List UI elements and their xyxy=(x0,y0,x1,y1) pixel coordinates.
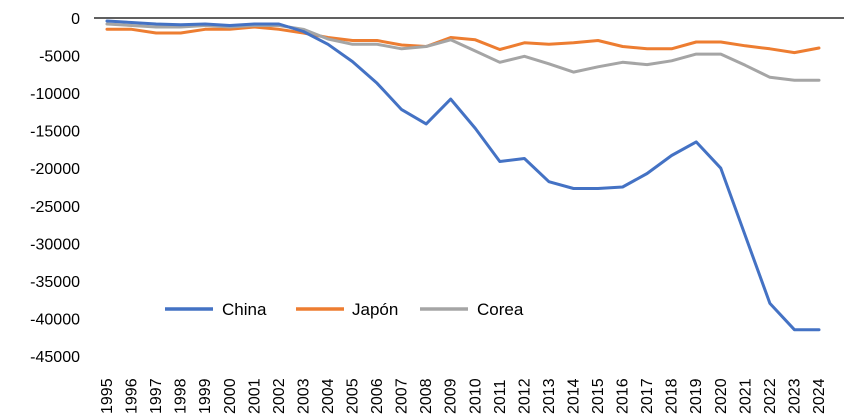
x-tick-label: 2011 xyxy=(492,379,509,414)
x-tick-label: 2005 xyxy=(345,378,362,414)
x-tick-label: 2014 xyxy=(565,378,582,414)
x-tick-label: 2018 xyxy=(664,378,681,414)
y-tick-label: -40000 xyxy=(30,311,80,328)
y-tick-label: -25000 xyxy=(30,199,80,216)
x-tick-label: 2012 xyxy=(516,378,533,414)
x-tick-label: 2020 xyxy=(713,378,730,414)
x-tick-label: 1997 xyxy=(148,378,165,414)
x-tick-label: 2021 xyxy=(737,378,754,414)
series-lines xyxy=(105,19,821,332)
y-tick-label: -5000 xyxy=(39,49,80,66)
x-tick-label: 1995 xyxy=(99,378,116,414)
x-tick-label: 1999 xyxy=(197,378,214,414)
y-tick-label: -35000 xyxy=(30,274,80,291)
x-tick-label: 2009 xyxy=(443,378,460,414)
legend-label: Japón xyxy=(352,300,398,319)
legend-label: China xyxy=(222,300,267,319)
x-tick-label: 1996 xyxy=(124,378,141,414)
x-tick-label: 2000 xyxy=(222,378,239,414)
y-tick-label: -10000 xyxy=(30,86,80,103)
y-tick-label: -20000 xyxy=(30,161,80,178)
x-tick-label: 2013 xyxy=(541,378,558,414)
series-line-china xyxy=(105,19,821,332)
x-tick-label: 1998 xyxy=(173,378,190,414)
x-tick-label: 2010 xyxy=(467,378,484,414)
x-tick-label: 2024 xyxy=(811,378,828,414)
x-tick-label: 2015 xyxy=(590,378,607,414)
series-line-jap-n xyxy=(105,25,821,55)
y-tick-label: -15000 xyxy=(30,124,80,141)
y-tick-label: -45000 xyxy=(30,349,80,366)
x-tick-label: 2023 xyxy=(786,378,803,414)
x-tick-label: 2022 xyxy=(762,378,779,414)
y-tick-label: 0 xyxy=(71,11,80,28)
x-tick-label: 2001 xyxy=(246,378,263,414)
x-tick-label: 2008 xyxy=(418,378,435,414)
x-tick-label: 2002 xyxy=(271,378,288,414)
y-tick-label: -30000 xyxy=(30,236,80,253)
y-axis-ticks: 0 -5000 -10000 -15000 -20000 -25000 -30000 -350… xyxy=(30,11,80,366)
x-tick-label: 2004 xyxy=(320,378,337,414)
x-tick-label: 2019 xyxy=(688,378,705,414)
x-axis-ticks: 1995 1996 1997 1998 1999 2000 2001 2002 2003 2004… xyxy=(99,378,828,414)
legend-label: Corea xyxy=(477,300,524,319)
x-tick-label: 2016 xyxy=(615,378,632,414)
x-tick-label: 2017 xyxy=(639,378,656,414)
legend: China Japón Corea xyxy=(165,300,524,319)
x-tick-label: 2007 xyxy=(394,378,411,414)
x-tick-label: 2006 xyxy=(369,378,386,414)
x-tick-label: 2003 xyxy=(295,378,312,414)
series-line-corea xyxy=(105,22,821,82)
